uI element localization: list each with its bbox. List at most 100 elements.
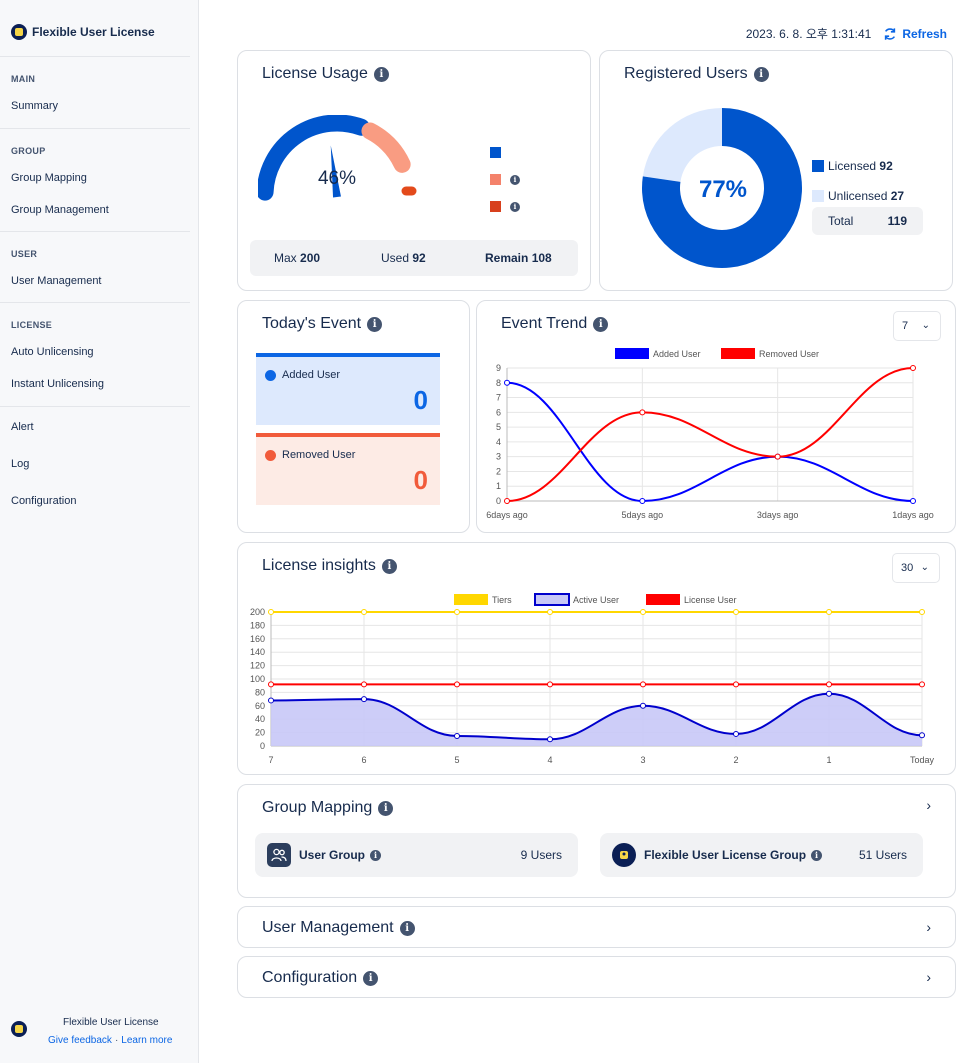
data-point	[454, 732, 460, 739]
series-line	[506, 367, 914, 502]
legend-row-warn: i	[490, 166, 520, 193]
donut-slice-licensed	[642, 108, 802, 268]
data-point	[640, 609, 646, 615]
sidebar-header-user: USER	[11, 249, 38, 259]
event-trend-days-dropdown[interactable]: 7 ⌄	[893, 311, 941, 341]
x-tick-label: 5	[454, 755, 459, 765]
max-value: 200	[300, 251, 321, 265]
remain-label: Remain	[485, 251, 529, 265]
legend-swatch-unlicensed	[812, 190, 824, 202]
chevron-right-icon[interactable]: ›	[926, 797, 931, 813]
info-icon[interactable]: i	[363, 970, 379, 986]
users-icon	[267, 843, 291, 867]
sidebar-divider	[0, 56, 190, 57]
data-point	[504, 379, 510, 386]
x-tick-label: 7	[268, 755, 273, 765]
y-tick-label: 6	[496, 407, 501, 417]
y-tick-label: 60	[255, 701, 265, 711]
legend-swatch-licensed	[812, 160, 824, 172]
data-point	[454, 609, 460, 615]
added-user-box: Added User 0	[256, 353, 440, 425]
event-trend-title-text: Event Trend	[501, 315, 588, 332]
y-tick-label: 9	[496, 363, 501, 373]
group-item-flexible-user-license-group[interactable]: Flexible User License Group i 51 Users	[600, 833, 923, 877]
data-point	[361, 696, 367, 703]
group-name-text: Flexible User License Group	[644, 848, 807, 862]
group-mapping-title-text: Group Mapping	[262, 799, 373, 816]
remain-stat: Remain 108	[485, 251, 552, 265]
info-icon[interactable]: i	[370, 849, 382, 861]
sidebar: Flexible User License MAIN Summary GROUP…	[0, 0, 199, 1063]
series-line	[270, 692, 923, 741]
y-tick-label: 120	[250, 661, 265, 671]
sidebar-item-auto-unlicensing[interactable]: Auto Unlicensing	[11, 346, 94, 358]
sidebar-item-user-management[interactable]: User Management	[11, 275, 102, 287]
sidebar-item-group-management[interactable]: Group Management	[11, 204, 109, 216]
added-user-label: Added User	[265, 369, 340, 381]
data-point	[919, 609, 925, 615]
info-icon[interactable]: i	[510, 201, 520, 212]
info-icon[interactable]: i	[367, 316, 383, 332]
unlicensed-label: Unlicensed	[828, 189, 888, 203]
group-item-user-group[interactable]: User Group i 9 Users	[255, 833, 578, 877]
group-name-text: User Group	[299, 848, 366, 862]
sidebar-item-configuration[interactable]: Configuration	[11, 495, 77, 507]
learn-more-link[interactable]: Learn more	[121, 1035, 173, 1046]
info-icon[interactable]: i	[753, 66, 769, 82]
data-point	[268, 697, 274, 704]
info-icon[interactable]: i	[378, 800, 394, 816]
sidebar-header-license: LICENSE	[11, 320, 53, 330]
remain-value: 108	[531, 251, 552, 265]
info-icon[interactable]: i	[381, 558, 397, 574]
sidebar-item-summary[interactable]: Summary	[11, 100, 59, 112]
x-tick-label: 1	[826, 755, 831, 765]
user-management-card[interactable]: User Management i ›	[237, 906, 956, 948]
licensed-value: 92	[879, 159, 893, 173]
gauge-needle	[330, 145, 341, 198]
y-tick-label: 3	[496, 452, 501, 462]
app-title-text: Flexible User License	[32, 25, 155, 39]
data-point	[639, 498, 646, 504]
data-point	[268, 681, 274, 688]
legend-unlicensed: Unlicensed 27	[812, 181, 904, 211]
x-tick-label: Today	[910, 755, 935, 765]
group-name: Flexible User License Group i	[644, 848, 823, 862]
legend-label: License User	[684, 595, 737, 605]
legend-label: Removed User	[759, 349, 819, 359]
license-insights-days-dropdown[interactable]: 30 ⌄	[892, 553, 940, 583]
gauge-percent-label: 46%	[318, 168, 356, 189]
app-title[interactable]: Flexible User License	[11, 24, 155, 40]
refresh-button[interactable]: Refresh	[883, 27, 947, 41]
removed-user-label-text: Removed User	[282, 449, 356, 461]
chevron-right-icon[interactable]: ›	[926, 969, 931, 985]
sidebar-item-log[interactable]: Log	[11, 458, 30, 470]
data-point	[361, 609, 367, 615]
removed-user-count: 0	[413, 465, 428, 495]
chevron-right-icon[interactable]: ›	[926, 919, 931, 935]
group-mapping-card: Group Mapping i › User Group i 9 Users Fl…	[237, 784, 956, 898]
configuration-card[interactable]: Configuration i ›	[237, 956, 956, 998]
data-point	[547, 736, 553, 743]
info-icon[interactable]: i	[399, 920, 415, 936]
user-management-title-text: User Management	[262, 919, 394, 936]
sidebar-header-main: MAIN	[11, 74, 36, 84]
data-point	[733, 730, 739, 737]
info-icon[interactable]: i	[373, 66, 389, 82]
sidebar-item-instant-unlicensing[interactable]: Instant Unlicensing	[11, 378, 104, 390]
added-user-bar	[256, 353, 440, 357]
info-icon[interactable]: i	[593, 316, 609, 332]
sidebar-item-alert[interactable]: Alert	[11, 421, 34, 433]
info-icon[interactable]: i	[510, 174, 520, 185]
series-line	[506, 381, 914, 503]
info-icon[interactable]: i	[811, 849, 823, 861]
y-tick-label: 160	[250, 634, 265, 644]
legend-swatch	[615, 348, 649, 359]
sidebar-divider	[0, 302, 190, 303]
license-usage-title-text: License Usage	[262, 65, 368, 82]
y-tick-label: 1	[496, 481, 501, 491]
legend-swatch-warn	[490, 174, 501, 185]
data-point	[361, 681, 367, 688]
group-user-count: 9 Users	[520, 848, 562, 862]
give-feedback-link[interactable]: Give feedback	[48, 1035, 112, 1046]
sidebar-item-group-mapping[interactable]: Group Mapping	[11, 172, 87, 184]
